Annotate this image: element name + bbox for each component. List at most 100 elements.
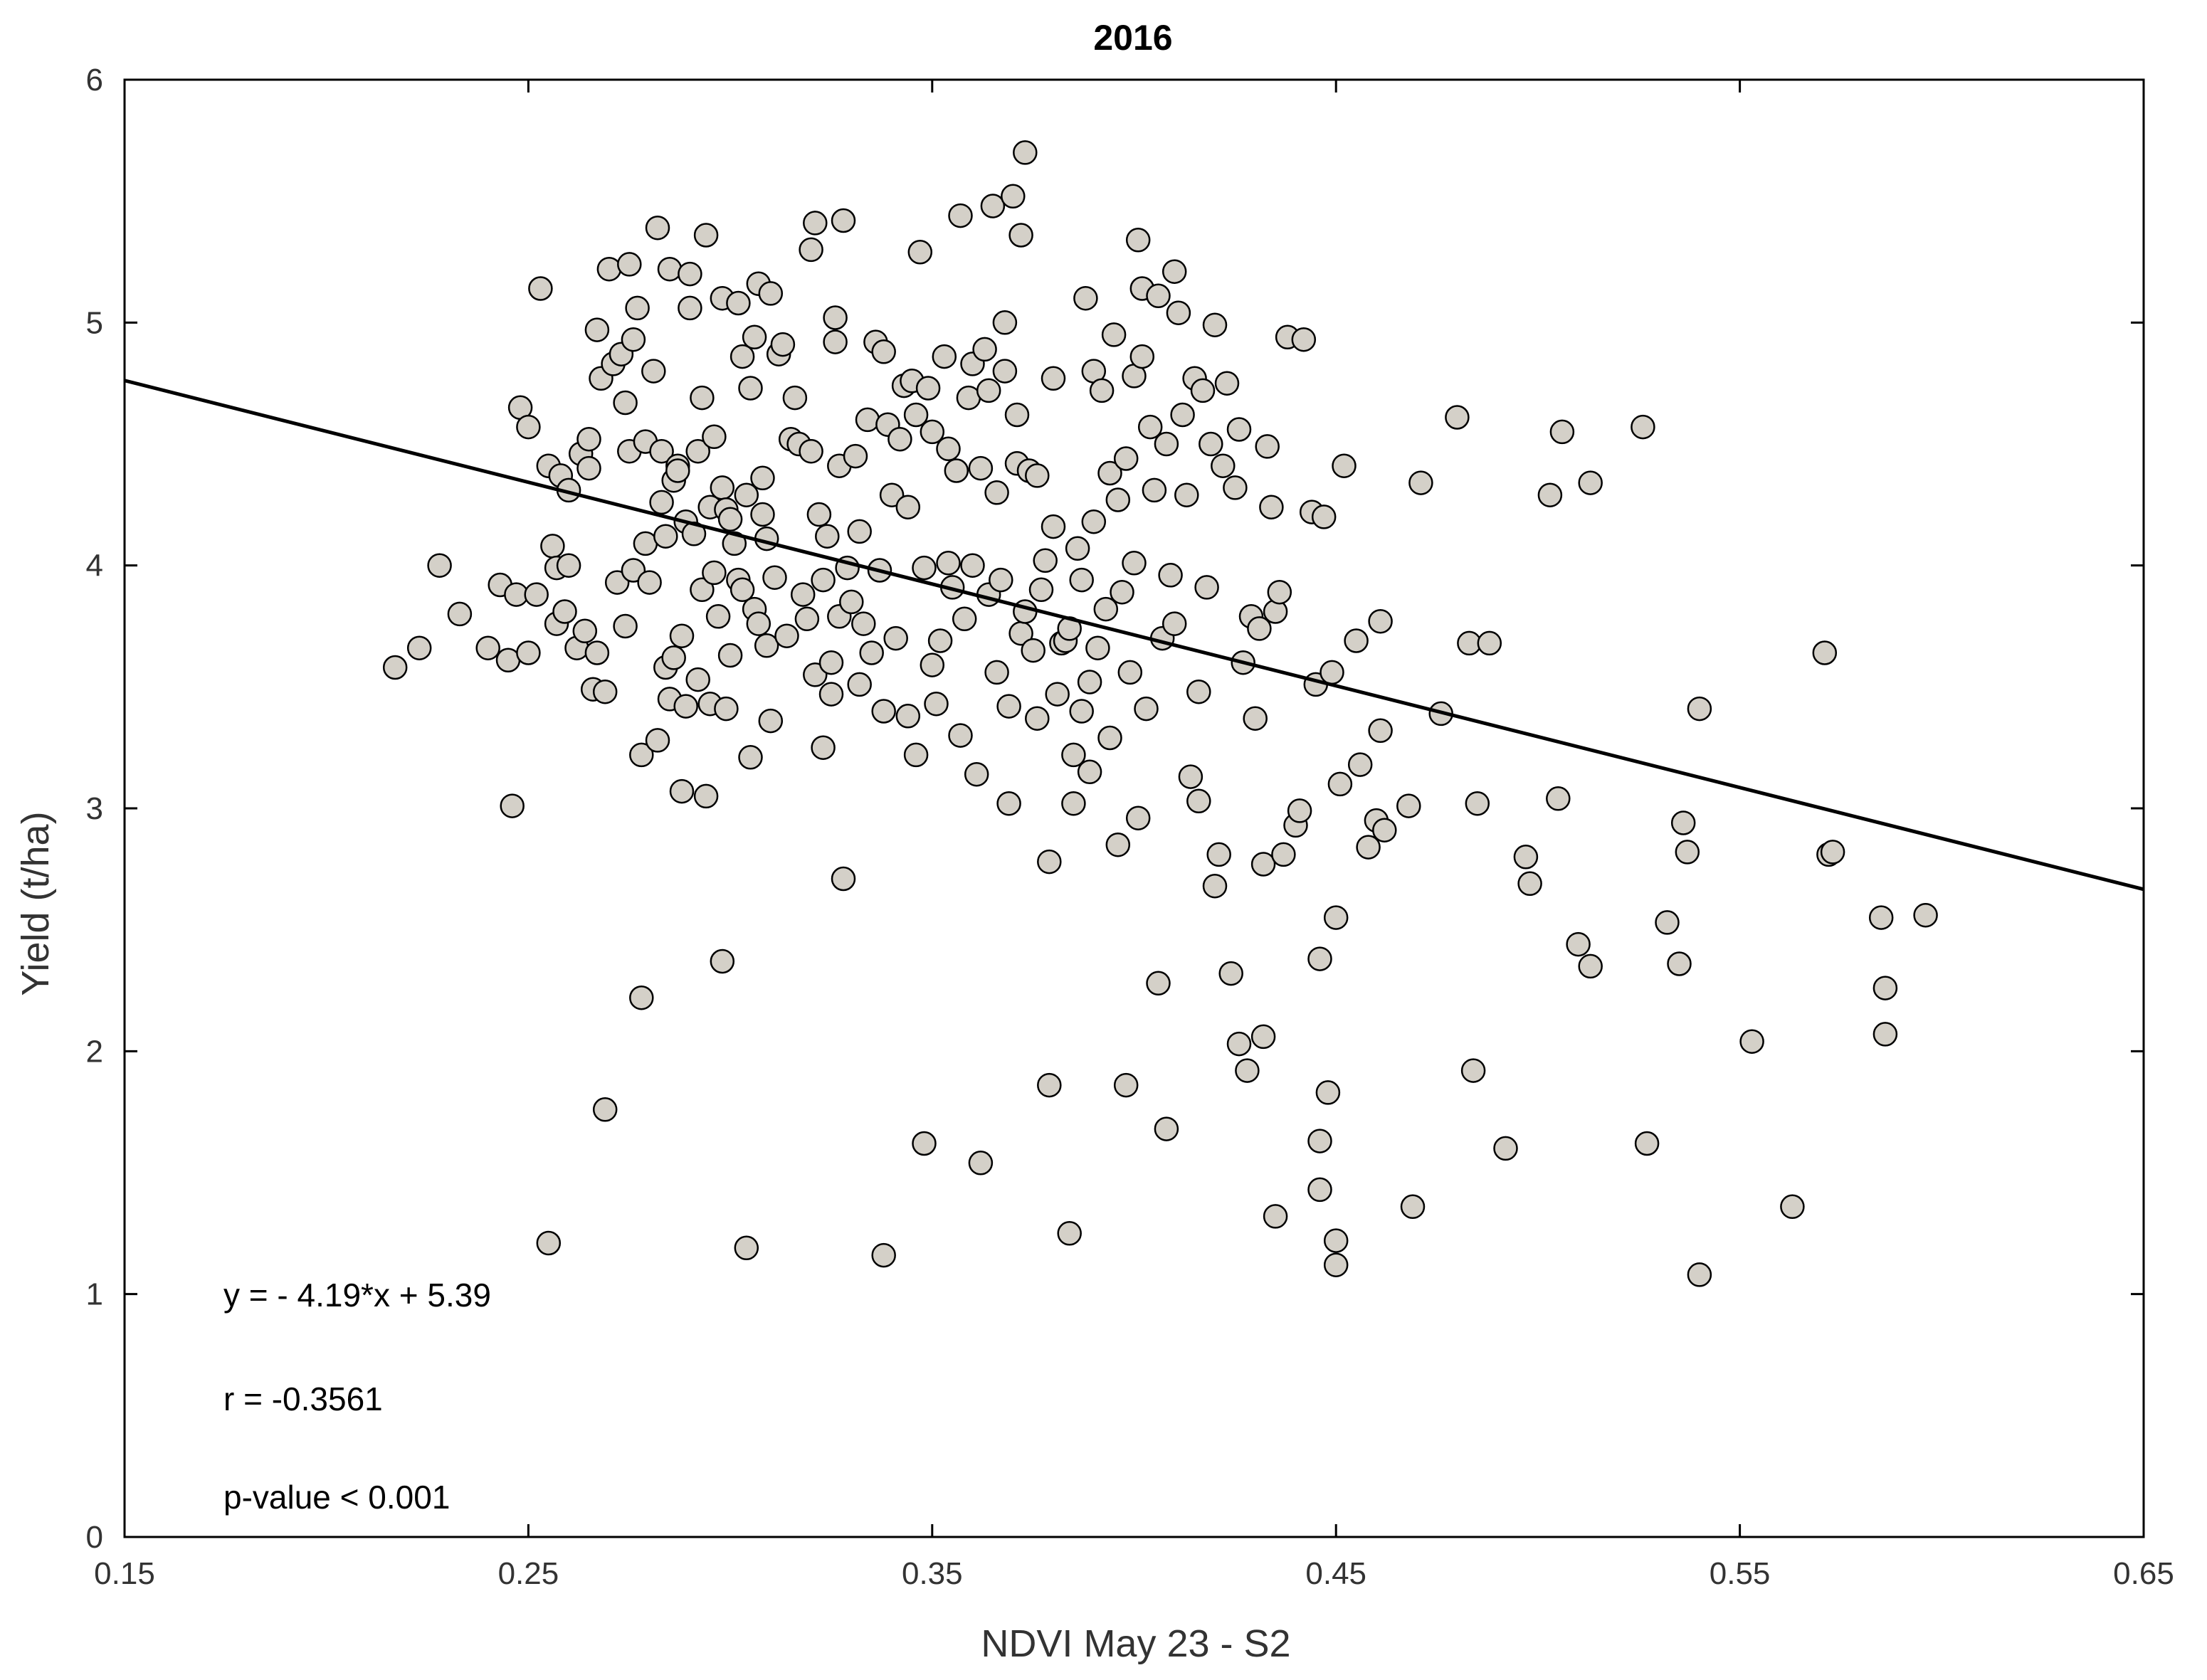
data-point: [717, 507, 743, 532]
x-tick-label: 0.45: [1305, 1556, 1366, 1591]
data-point: [641, 359, 666, 384]
data-point: [799, 237, 823, 263]
data-point: [1065, 536, 1090, 561]
data-point: [629, 742, 654, 768]
data-point: [871, 1242, 896, 1268]
data-point: [556, 553, 581, 578]
data-point: [690, 577, 715, 603]
data-point: [1162, 611, 1187, 636]
data-point: [1045, 682, 1070, 707]
data-point: [984, 480, 1009, 505]
data-point: [762, 565, 787, 590]
data-point: [613, 390, 638, 416]
data-point: [1634, 1131, 1660, 1156]
correlation-coefficient: r = -0.3561: [223, 1380, 383, 1417]
data-point: [710, 475, 735, 500]
data-point: [657, 256, 683, 282]
data-point: [693, 223, 719, 248]
data-point: [705, 604, 731, 629]
data-point: [1307, 946, 1332, 971]
data-point: [1255, 434, 1280, 459]
data-point: [536, 1230, 562, 1256]
data-point: [750, 465, 775, 491]
data-point: [1323, 905, 1349, 930]
data-point: [1307, 1177, 1332, 1203]
data-point: [382, 655, 408, 680]
data-point: [1247, 616, 1272, 641]
data-point: [1154, 431, 1179, 457]
regression-equation: y = - 4.19*x + 5.39: [223, 1277, 491, 1314]
data-point: [1460, 1058, 1486, 1083]
data-point: [1186, 679, 1211, 704]
data-point: [516, 640, 541, 665]
data-point: [1332, 453, 1357, 478]
data-point: [1517, 871, 1542, 897]
data-point: [613, 613, 638, 639]
y-tick-label: 4: [86, 549, 103, 583]
data-point: [678, 261, 702, 287]
x-tick-label: 0.25: [498, 1556, 559, 1591]
data-point: [1069, 699, 1094, 724]
data-point: [1174, 482, 1199, 507]
data-point: [406, 635, 432, 660]
data-point: [1206, 842, 1231, 867]
data-point: [1158, 563, 1183, 588]
data-point: [1146, 283, 1171, 309]
data-point: [774, 623, 799, 648]
data-point: [968, 1151, 994, 1176]
data-point: [447, 601, 473, 627]
data-point: [1356, 835, 1381, 860]
data-point: [887, 426, 912, 452]
data-point: [1081, 509, 1107, 534]
data-point: [831, 208, 856, 233]
x-tick-label: 0.35: [902, 1556, 963, 1591]
data-point: [1134, 696, 1159, 722]
data-point: [665, 458, 690, 483]
data-point: [1400, 1194, 1426, 1220]
data-point: [1101, 322, 1127, 347]
data-point: [851, 611, 876, 636]
data-point: [734, 482, 759, 507]
data-point: [806, 502, 832, 527]
data-point: [1537, 482, 1563, 507]
data-point: [799, 438, 823, 464]
data-point: [843, 443, 868, 469]
data-point: [992, 310, 1018, 335]
data-point: [1137, 414, 1163, 440]
data-point: [592, 1097, 618, 1122]
data-point: [1089, 378, 1115, 403]
data-point: [1178, 764, 1203, 789]
data-point: [604, 570, 630, 595]
data-point: [1223, 475, 1248, 500]
data-point: [1259, 495, 1284, 519]
data-point: [1077, 759, 1102, 785]
data-point: [859, 640, 884, 665]
data-point: [823, 329, 848, 354]
data-point: [1307, 1129, 1332, 1153]
data-point: [653, 524, 678, 549]
data-point: [944, 458, 969, 483]
data-point: [1372, 818, 1397, 842]
data-point: [1037, 849, 1062, 875]
data-point: [1125, 228, 1151, 253]
data-point: [1202, 312, 1228, 337]
data-point: [1687, 696, 1712, 722]
data-point: [1085, 635, 1110, 660]
data-point: [895, 495, 921, 519]
data-point: [734, 1235, 759, 1261]
data-point: [1327, 771, 1353, 797]
data-point: [629, 985, 654, 1010]
data-point: [475, 635, 500, 660]
data-point: [1154, 1116, 1179, 1141]
data-point: [790, 582, 816, 607]
data-point: [989, 567, 1013, 593]
data-point: [729, 577, 755, 603]
data-point: [1166, 300, 1191, 325]
data-point: [690, 385, 715, 411]
data-point: [758, 281, 784, 306]
data-point: [1122, 551, 1147, 576]
data-point: [669, 778, 695, 804]
data-point: [1025, 706, 1050, 731]
data-point: [1250, 852, 1276, 877]
data-point: [742, 324, 767, 350]
